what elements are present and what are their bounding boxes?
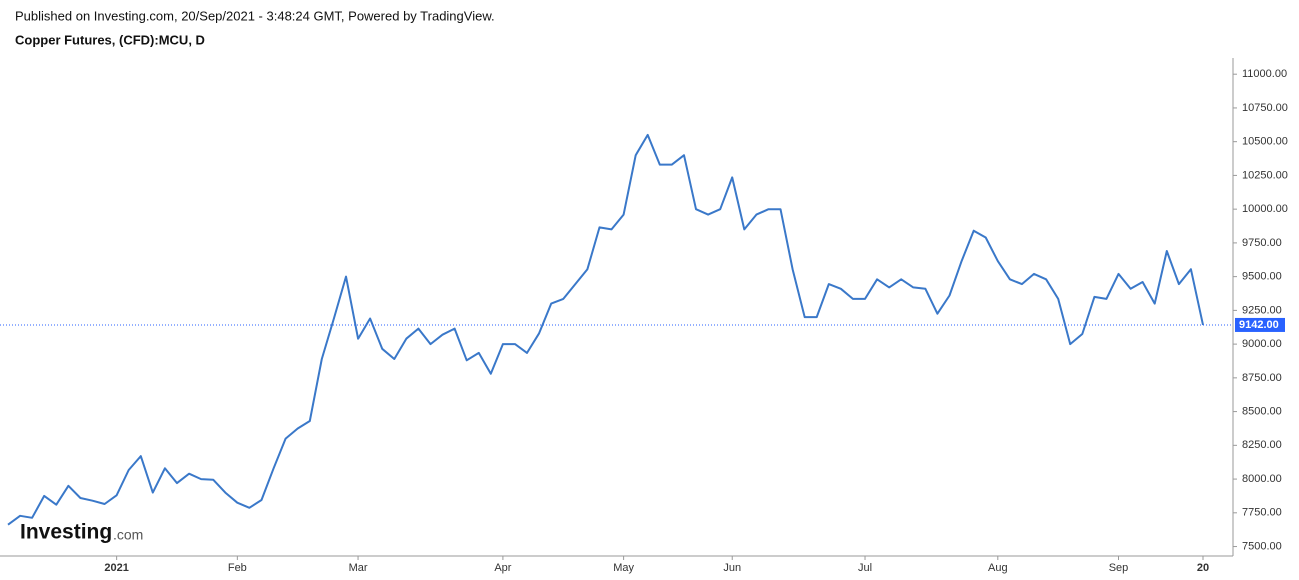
x-tick-label: Mar [349,562,368,574]
y-tick-label: 9000.00 [1242,338,1282,350]
header: Published on Investing.com, 20/Sep/2021 … [15,8,495,23]
y-tick-label: 8500.00 [1242,405,1282,417]
x-tick-label: Sep [1109,562,1129,574]
y-tick-label: 9250.00 [1242,304,1282,316]
x-tick-label: Apr [494,562,511,574]
last-price-box [1235,317,1285,332]
logo: Investing [20,521,112,544]
x-tick-label: 2021 [104,562,128,574]
y-tick-label: 10250.00 [1242,169,1288,181]
y-tick-label: 9500.00 [1242,271,1282,283]
x-tick-label: Feb [228,562,247,574]
y-tick-label: 10500.00 [1242,136,1288,148]
y-tick-label: 8750.00 [1242,372,1282,384]
y-tick-label: 10750.00 [1242,102,1288,114]
x-tick-label: Aug [988,562,1008,574]
x-tick-label: Jul [858,562,872,574]
y-tick-label: 7500.00 [1242,540,1282,552]
y-tick-label: 11000.00 [1242,68,1287,80]
y-tick-label: 7750.00 [1242,507,1282,519]
y-tick-label: 10000.00 [1242,203,1288,215]
x-tick-label: 20 [1197,562,1209,574]
last-price-label: 9142.00 [1239,319,1279,331]
chart-title: Copper Futures, (CFD):MCU, D [15,32,205,47]
y-tick-label: 8000.00 [1242,473,1282,485]
y-tick-label: 8250.00 [1242,439,1282,451]
logo-suffix: .com [113,527,143,543]
price-line-series [7,133,1204,526]
x-tick-label: May [613,562,634,574]
y-tick-label: 9750.00 [1242,237,1282,249]
x-tick-label: Jun [723,562,741,574]
